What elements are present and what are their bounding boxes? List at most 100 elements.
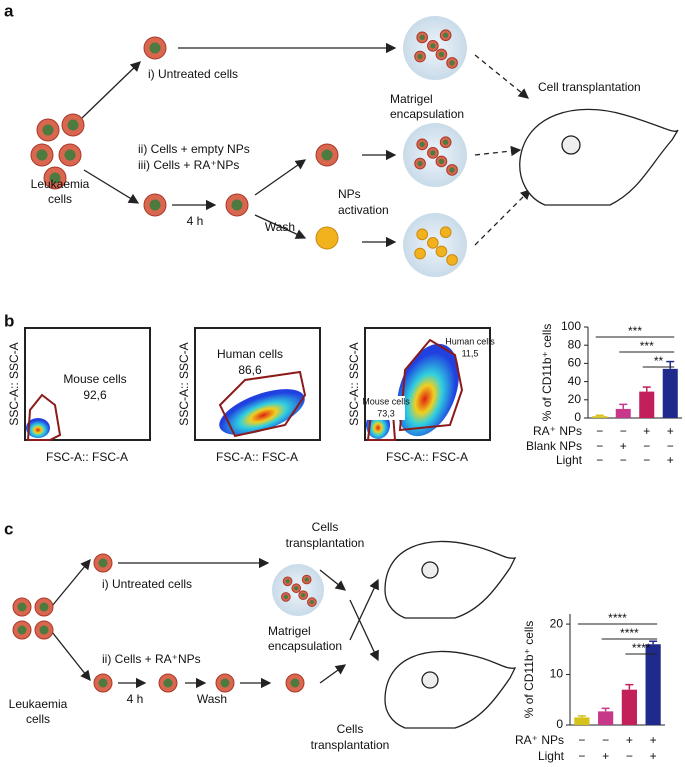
label: transplantation xyxy=(311,738,390,752)
label: Leukaemia xyxy=(9,697,68,711)
condition-value: + xyxy=(650,733,657,747)
nucleus xyxy=(430,43,436,49)
condition-name: RA⁺ NPs xyxy=(533,424,582,438)
cell xyxy=(427,237,439,249)
y-axis-label: SSC-A:: SSC-A xyxy=(7,342,21,425)
cell xyxy=(439,226,452,239)
significance: **** xyxy=(620,626,639,640)
bar xyxy=(598,711,614,725)
label: ii) Cells + empty NPs xyxy=(138,142,250,156)
label: activation xyxy=(338,203,389,217)
label: Mouse cells xyxy=(362,396,410,406)
condition-name: Light xyxy=(556,453,583,467)
y-tick-label: 0 xyxy=(574,410,581,424)
cells xyxy=(12,16,467,693)
significance: **** xyxy=(608,611,627,625)
cell xyxy=(315,226,339,250)
gate-box xyxy=(367,396,405,420)
y-tick-label: 80 xyxy=(568,337,582,351)
nucleus xyxy=(438,158,445,165)
condition-value: + xyxy=(620,439,627,453)
nucleus xyxy=(443,32,449,38)
nucleus xyxy=(231,199,243,211)
nucleus xyxy=(294,586,299,591)
condition-name: Light xyxy=(538,749,565,763)
cell xyxy=(416,228,429,241)
condition-value: + xyxy=(602,749,609,763)
label: Cells xyxy=(337,722,364,736)
nucleus xyxy=(419,141,425,147)
nucleus xyxy=(438,51,445,58)
label: encapsulation xyxy=(390,107,464,121)
label: i) Untreated cells xyxy=(102,577,192,591)
bar xyxy=(645,644,661,725)
panel-label: c xyxy=(4,519,13,538)
significance: ** xyxy=(654,354,664,368)
condition-value: − xyxy=(578,749,585,763)
label: 92,6 xyxy=(83,388,107,402)
nucleus xyxy=(149,42,161,54)
label: Leukaemia xyxy=(31,177,90,191)
label: 4 h xyxy=(187,214,204,228)
condition-value: − xyxy=(620,453,627,467)
condition-value: + xyxy=(667,424,674,438)
label: Wash xyxy=(197,692,227,706)
cell xyxy=(435,245,448,258)
bar xyxy=(621,689,637,725)
nucleus xyxy=(285,579,290,584)
nucleus xyxy=(17,602,27,612)
nucleus xyxy=(321,149,333,161)
condition-value: − xyxy=(667,439,674,453)
y-tick-label: 0 xyxy=(556,717,563,731)
x-axis-label: FSC-A:: FSC-A xyxy=(46,450,128,464)
label: 73,3 xyxy=(377,408,395,418)
bar xyxy=(662,368,678,418)
condition-value: + xyxy=(650,749,657,763)
condition-value: + xyxy=(626,733,633,747)
nucleus xyxy=(309,599,315,605)
label: 4 h xyxy=(127,692,144,706)
nucleus xyxy=(149,199,161,211)
label: Matrigel xyxy=(390,92,433,106)
condition-value: − xyxy=(578,733,585,747)
nucleus xyxy=(417,53,423,60)
cell xyxy=(414,247,426,260)
label: 86,6 xyxy=(238,363,262,377)
nucleus xyxy=(17,625,27,635)
panel-label: b xyxy=(4,311,14,330)
panel-label: a xyxy=(4,1,14,20)
condition-value: − xyxy=(643,453,650,467)
condition-value: + xyxy=(643,424,650,438)
label: iii) Cells + RA⁺NPs xyxy=(138,158,239,172)
nucleus xyxy=(36,149,48,161)
label: cells xyxy=(26,712,50,726)
significance: *** xyxy=(628,324,642,338)
y-tick-label: 10 xyxy=(550,667,564,681)
condition-value: + xyxy=(667,453,674,467)
nucleus xyxy=(443,139,449,145)
nucleus xyxy=(98,558,108,568)
cell xyxy=(446,254,458,266)
label: Mouse cells xyxy=(63,372,126,386)
label: Human cells xyxy=(217,347,283,361)
label: Wash xyxy=(265,220,295,234)
nucleus xyxy=(39,602,49,612)
condition-value: − xyxy=(643,439,650,453)
nucleus xyxy=(39,625,49,635)
nucleus xyxy=(49,172,61,184)
bar xyxy=(574,717,590,725)
label: Human cells xyxy=(445,336,495,346)
label: encapsulation xyxy=(268,639,342,653)
x-axis-label: FSC-A:: FSC-A xyxy=(216,450,298,464)
nucleus xyxy=(301,593,306,598)
label: Matrigel xyxy=(268,624,311,638)
nucleus xyxy=(449,167,455,173)
y-axis-label: SSC-A:: SSC-A xyxy=(177,342,191,425)
y-axis-label: % of CD11b⁺ cells xyxy=(522,621,536,718)
condition-value: − xyxy=(596,424,603,438)
y-axis-label: SSC-A:: SSC-A xyxy=(347,342,361,425)
y-tick-label: 100 xyxy=(561,319,581,333)
nucleus xyxy=(220,678,230,688)
condition-name: RA⁺ NPs xyxy=(515,733,564,747)
